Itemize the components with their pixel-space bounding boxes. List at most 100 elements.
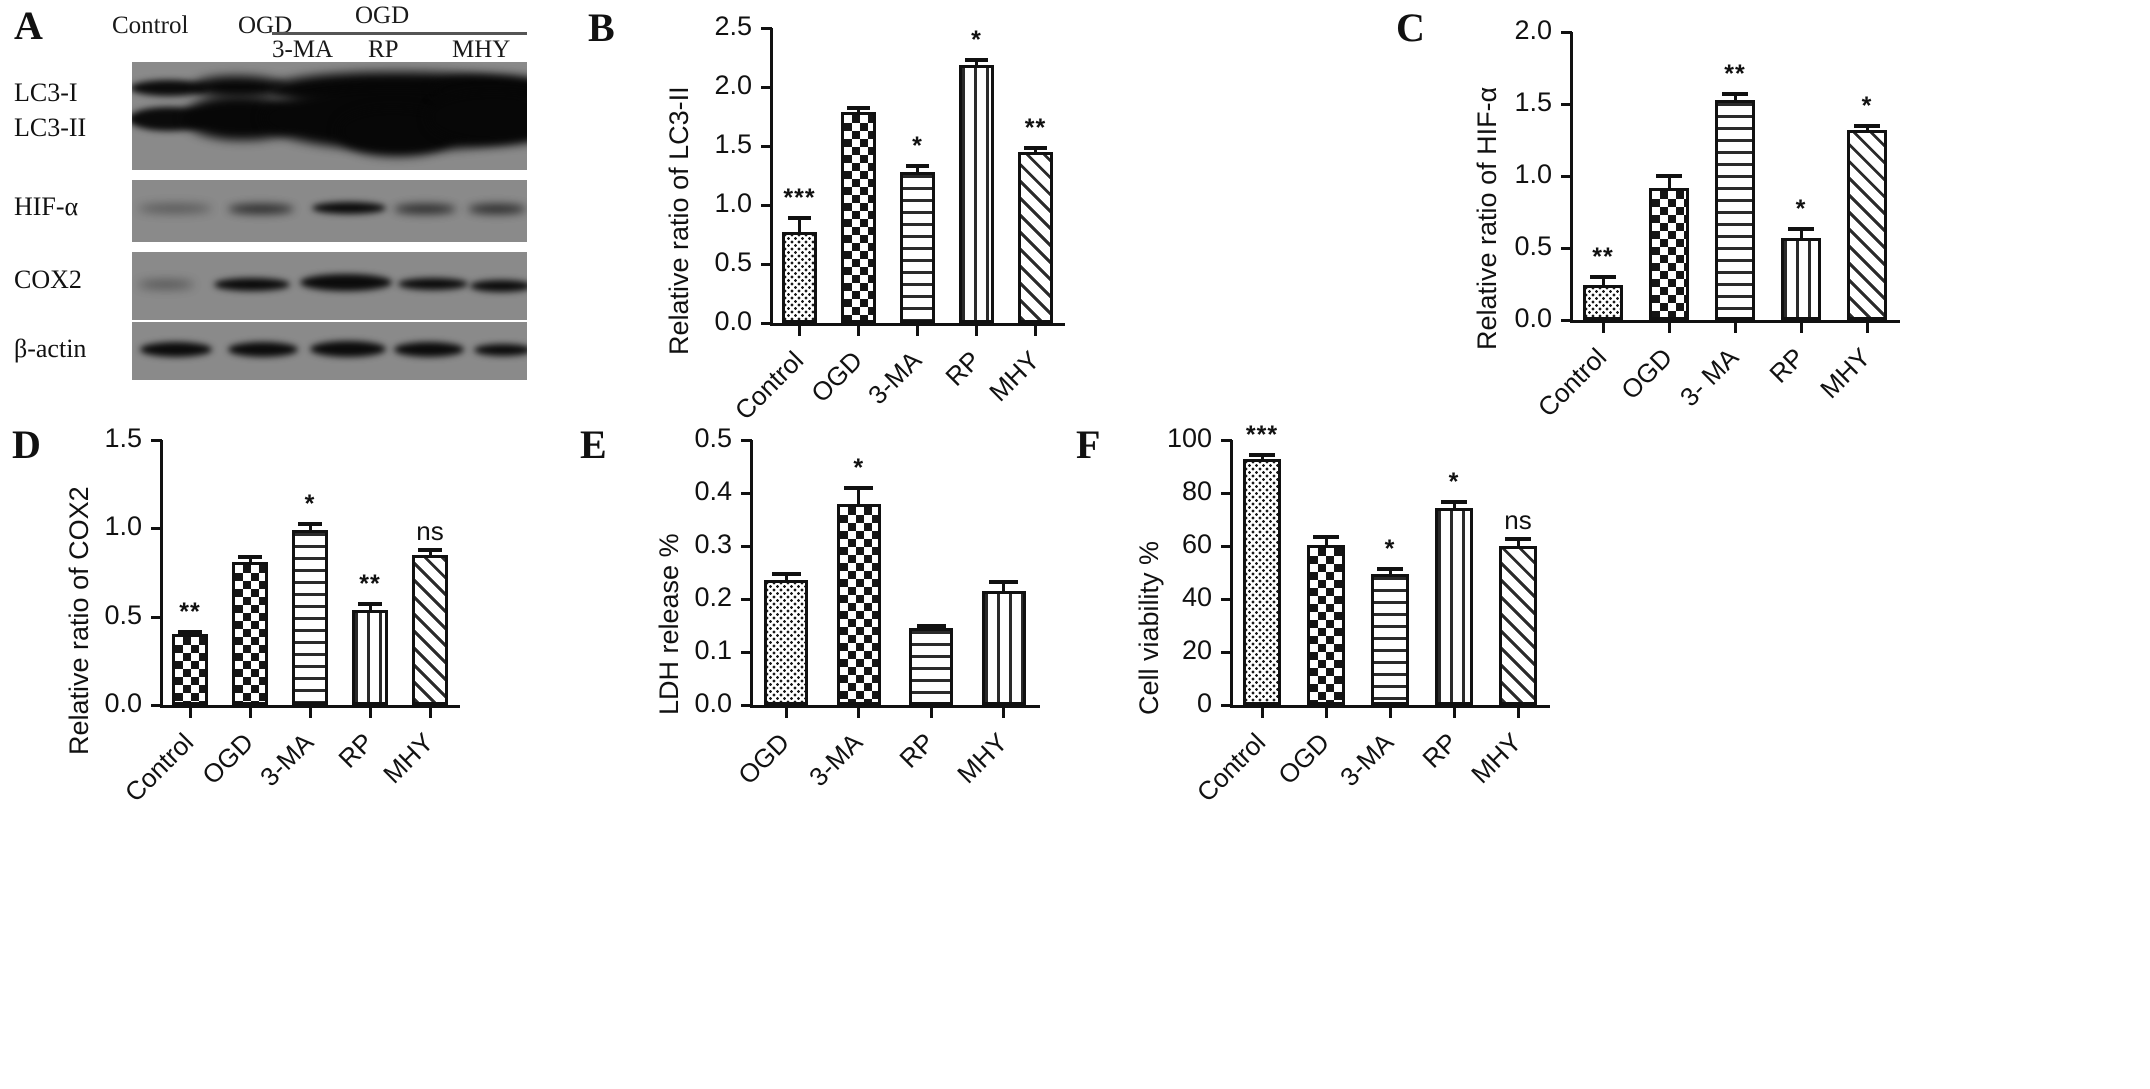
x-axis-line [770,323,1065,326]
panel-letter-f: F [1076,422,1101,467]
error-bar [428,549,432,557]
y-tick [761,263,772,266]
x-tick [428,708,432,718]
x-axis-label-3-ma: 3-MA [861,345,927,411]
x-axis-label-mhy: MHY [950,727,1013,790]
y-tick-label: 0.1 [694,635,732,665]
bar-control[interactable] [782,232,817,323]
error-bar [916,166,919,174]
bar-rp[interactable] [909,628,954,705]
x-axis-label-mhy: MHY [377,727,440,790]
bar-rp[interactable] [1781,237,1821,320]
error-bar [1034,148,1037,154]
x-tick [1799,323,1803,333]
significance-marker: * [971,25,982,54]
error-bar-cap [1721,91,1749,96]
error-bar-cap [989,579,1019,584]
x-tick [1034,326,1037,336]
bar-3-ma[interactable] [900,171,935,323]
error-bar [975,59,978,67]
error-bar-cap [846,106,871,111]
x-axis-label-3-ma: 3-MA [1334,727,1400,793]
error-bar-cap [1441,500,1467,505]
x-tick [975,326,978,336]
error-bar-cap [1787,227,1815,232]
significance-marker: * [853,453,865,482]
bar-ogd[interactable] [1307,544,1345,705]
panel-letter-a: A [14,3,43,48]
significance-marker: ** [359,570,381,599]
error-bar-cap [1249,452,1275,457]
bar-rp[interactable] [959,64,994,323]
panel-b-plot-area[interactable]: 0.0 0.5 1.0 1.5 2.0 2.5 *** * * ** [714,11,1065,336]
y-tick-label: 0.5 [104,599,142,630]
x-axis-label-ogd: OGD [804,345,868,409]
x-tick [1388,708,1392,718]
bar-mhy[interactable] [1499,546,1537,705]
significance-marker: * [1861,91,1873,120]
sub-header-3ma: 3-MA [272,36,334,63]
error-bar-cap [916,623,946,628]
panel-d-plot-area[interactable]: 0.0 0.5 1.0 1.5 ** * ** ns [104,423,460,718]
y-tick-label: 0.0 [714,306,752,336]
bar-ogd[interactable] [232,561,268,705]
y-axis-line [770,28,773,326]
error-bar-cap [1589,274,1617,279]
x-axis-label-ogd: OGD [1615,342,1679,406]
bar-mhy[interactable] [1018,151,1053,323]
x-axis-label-ogd: OGD [732,727,796,791]
panel-c-plot-area[interactable]: 0.0 0.5 1.0 1.5 2.0 ** ** * * [1514,15,1900,333]
bar-rp[interactable] [1435,507,1473,705]
bar-control[interactable] [1243,458,1281,705]
x-axis-label-rp: RP [893,727,941,774]
panel-letter-d: D [12,422,41,467]
blot-row-label-lc3i: LC3-I [14,78,78,107]
significance-marker: *** [783,183,816,212]
significance-marker: ns [1504,505,1532,536]
error-bar-cap [238,555,262,560]
bar-3-ma[interactable] [836,503,881,705]
y-tick-label: 2.5 [714,11,752,41]
error-bar [1667,176,1671,190]
significance-marker: *** [1245,420,1279,449]
bar-3-ma[interactable] [292,530,328,705]
bar-ogd[interactable] [764,580,809,705]
significance-marker: * [1795,195,1807,224]
error-bar [1733,93,1737,102]
panel-f-plot-area[interactable]: 0 20 40 60 80 100 *** * * ns [1167,421,1550,718]
x-axis-label-rp: RP [1763,342,1811,389]
y-tick-label: 0.0 [694,688,732,718]
x-axis-label-mhy: MHY [1465,727,1528,790]
bar-ogd[interactable] [1649,187,1689,320]
significance-marker: * [304,489,316,518]
bar-rp[interactable] [352,609,388,705]
y-tick [1561,31,1572,34]
bar-mhy[interactable] [412,554,448,705]
x-axis-line [750,705,1040,708]
y-tick-label: 1.5 [1514,87,1552,117]
y-tick-label: 20 [1181,635,1212,665]
y-tick [761,27,772,30]
error-bar-cap [1505,537,1531,542]
panel-f-chart: F Cell viability % 0 20 40 60 80 100 *** * * ns C… [1070,415,1630,815]
y-tick-label: 2.0 [714,70,752,100]
x-tick [1324,708,1328,718]
y-tick [1221,545,1232,548]
x-axis-line [1230,705,1550,708]
y-tick [1221,439,1232,442]
bar-ogd[interactable] [841,111,876,323]
bar-mhy[interactable] [981,591,1026,705]
x-tick [1260,708,1264,718]
y-tick [1221,598,1232,601]
bar-control[interactable] [172,634,208,705]
bar-3-ma[interactable] [1371,573,1409,705]
x-tick [916,326,919,336]
y-tick-label: 1.0 [714,188,752,218]
bar-mhy[interactable] [1847,129,1887,320]
panel-d-chart: D Relative ratio of COX2 0.0 0.5 1.0 1.5 ** *… [0,415,540,815]
error-bar-cap [418,547,442,552]
y-tick-label: 80 [1181,476,1212,506]
bar-3-ma[interactable] [1715,99,1755,320]
bar-control[interactable] [1583,285,1623,320]
panel-e-plot-area[interactable]: 0.0 0.1 0.2 0.3 0.4 0.5 * [694,423,1040,718]
